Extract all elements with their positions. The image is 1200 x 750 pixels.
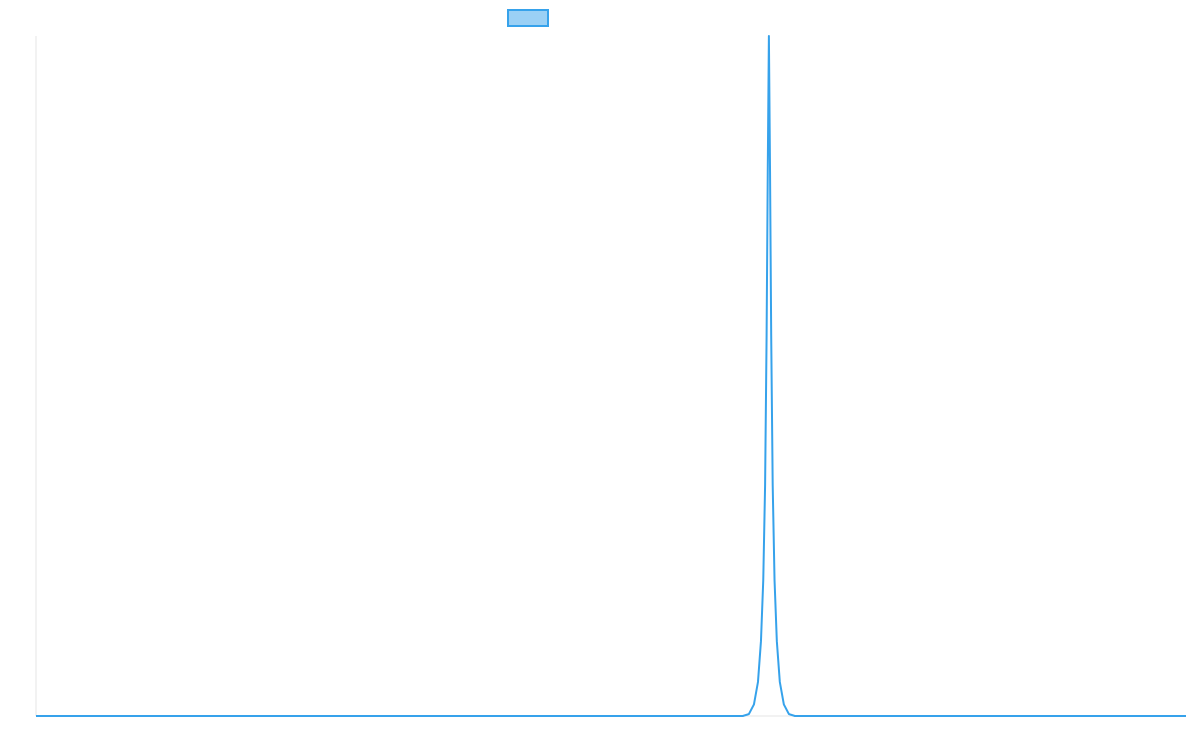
legend[interactable]: [507, 9, 549, 27]
legend-swatch-0[interactable]: [507, 9, 549, 27]
series-layer: [36, 35, 1186, 717]
series-line-0: [36, 35, 1186, 717]
axes: [35, 36, 1186, 717]
